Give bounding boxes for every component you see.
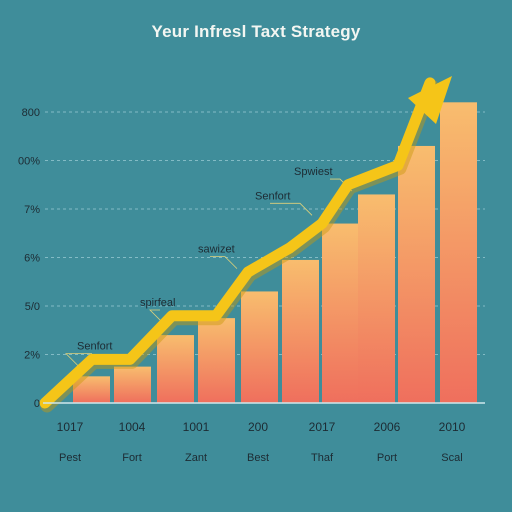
annotation-layer: Senfort spirfeal sawizet Senfort Spwiest [65,166,353,366]
y-tick-label: 800 [22,107,40,119]
y-tick-label: 00% [18,156,40,168]
x-tick-label: 1017 [57,420,84,434]
annotation-label: Spwiest [294,166,333,178]
x-tick-label: 2010 [439,420,466,434]
annotation-label: Senfort [77,341,112,353]
bar [398,145,435,403]
x-category-label: Thaf [311,452,334,464]
annotation-leader [210,256,238,269]
trend-layer [39,76,452,413]
annotation-label: Senfort [255,190,290,202]
trend-line [39,77,436,409]
annotation-label: sawizet [198,244,235,256]
x-tick-label: 1004 [119,420,146,434]
bar [322,223,359,403]
x-category-label: Zant [185,452,207,464]
x-category-label: Pest [59,452,81,464]
axis-layer: 0 2% 5/0 6% 7% 00% 800 1017 1004 1001 200 2017 2006 2… [18,107,485,464]
y-tick-label: 2% [24,350,40,362]
annotation-leader [149,309,163,323]
bar [114,366,151,403]
trend-arrowhead [408,76,452,124]
bar [282,259,319,403]
y-tick-label: 5/0 [25,301,40,313]
annotation-label: spirfeal [140,297,175,309]
bar [73,376,110,403]
y-tick-label: 0 [34,398,40,410]
bar [241,291,278,403]
x-tick-label: 2017 [309,420,336,434]
x-tick-label: 200 [248,420,268,434]
bar [358,194,395,403]
x-tick-label: 2006 [374,420,401,434]
annotation-leader [65,353,92,366]
bars-layer [73,102,477,404]
x-category-label: Port [377,452,397,464]
x-category-label: Fort [122,452,142,464]
bar [440,102,477,404]
annotation-leader [270,202,313,216]
bar [198,318,235,403]
x-tick-label: 1001 [183,420,210,434]
x-category-label: Scal [441,452,462,464]
y-tick-label: 7% [24,204,40,216]
y-tick-label: 6% [24,253,40,265]
bar [157,335,194,403]
x-category-label: Best [247,452,269,464]
chart-title: Yeur Infresl Taxt Strategy [151,22,361,41]
